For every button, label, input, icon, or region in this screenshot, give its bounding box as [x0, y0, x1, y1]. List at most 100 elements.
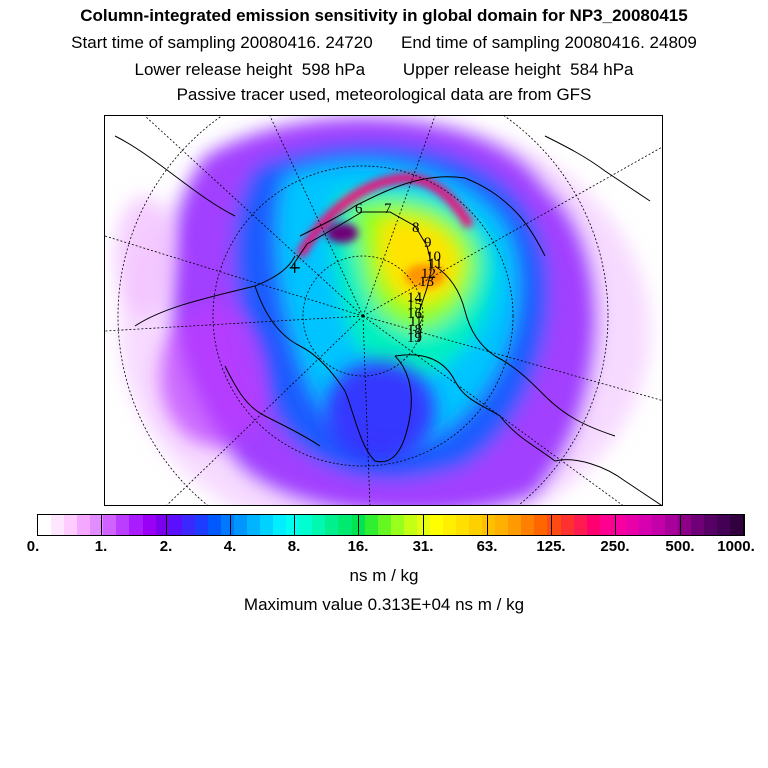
colorbar-tick-label: 8. — [287, 538, 301, 555]
colorbar-cell — [220, 515, 234, 535]
colorbar-cell — [638, 515, 652, 535]
colorbar-tick-label: 16. — [347, 538, 369, 555]
colorbar-cell — [233, 515, 247, 535]
colorbar-cell — [573, 515, 587, 535]
colorbar-tick-label: 1. — [94, 538, 108, 555]
colorbar-cell — [129, 515, 143, 535]
colorbar-cell — [38, 515, 52, 535]
colorbar-cell — [599, 515, 613, 535]
colorbar — [37, 514, 744, 536]
colorbar-cell — [586, 515, 600, 535]
colorbar-major-tick — [680, 514, 681, 536]
tracer-info-line: Passive tracer used, meteorological data… — [176, 85, 592, 104]
trajectory-label: 17 — [409, 314, 425, 330]
colorbar-cell — [403, 515, 417, 535]
colorbar-cell — [207, 515, 221, 535]
colorbar-cell — [469, 515, 483, 535]
colorbar-cell — [77, 515, 91, 535]
colorbar-cell — [612, 515, 626, 535]
maximum-value: Maximum value 0.313E+04 ns m / kg — [243, 595, 525, 614]
coastlines — [114, 135, 662, 505]
colorbar-tick-label: 63. — [476, 538, 498, 555]
trajectory-label: 10 — [426, 249, 441, 265]
trajectory: + — [288, 211, 432, 342]
colorbar-cell — [181, 515, 195, 535]
trajectory-label: 14 — [407, 290, 423, 306]
colorbar-cell — [508, 515, 522, 535]
colorbar-major-tick — [37, 514, 38, 536]
colorbar-cell — [260, 515, 274, 535]
colorbar-tick-label: 500. — [665, 538, 695, 555]
colorbar-tick-label: 2. — [159, 538, 173, 555]
colorbar-cell — [495, 515, 509, 535]
colorbar-major-tick — [358, 514, 359, 536]
colorbar-cell — [665, 515, 679, 535]
colorbar-cell — [547, 515, 561, 535]
colorbar-cell — [247, 515, 261, 535]
release-height-line: Lower release height 598 hPa Upper relea… — [134, 60, 634, 79]
colorbar-tick-label: 4. — [223, 538, 237, 555]
colorbar-cell — [103, 515, 117, 535]
colorbar-cell — [142, 515, 156, 535]
colorbar-cell — [338, 515, 352, 535]
colorbar-cell — [273, 515, 287, 535]
colorbar-cell — [482, 515, 496, 535]
trajectory-label: 7 — [384, 201, 392, 217]
colorbar-cell — [704, 515, 718, 535]
polar-map: + 6 7 8 9 10 11 12 13 14 15 16 17 18 19 — [104, 115, 663, 506]
colorbar-unit: ns m / kg — [349, 566, 419, 585]
colorbar-cell — [521, 515, 535, 535]
colorbar-tick-label: 250. — [600, 538, 630, 555]
colorbar-cell — [651, 515, 665, 535]
graticule — [105, 116, 662, 505]
colorbar-major-tick — [101, 514, 102, 536]
colorbar-cell — [456, 515, 470, 535]
colorbar-tick-label: 1000. — [717, 538, 755, 555]
colorbar-major-tick — [166, 514, 167, 536]
colorbar-cell — [534, 515, 548, 535]
colorbar-tick-label: 31. — [412, 538, 434, 555]
trajectory-label: 8 — [412, 220, 420, 236]
colorbar-cell — [116, 515, 130, 535]
colorbar-cell — [286, 515, 300, 535]
colorbar-cell — [429, 515, 443, 535]
colorbar-cell — [691, 515, 705, 535]
colorbar-major-tick — [615, 514, 616, 536]
trajectory-label: 9 — [424, 235, 432, 251]
colorbar-cell — [377, 515, 391, 535]
colorbar-tick-label: 125. — [536, 538, 566, 555]
trajectory-label: 11 — [428, 256, 442, 272]
sampling-time-line: Start time of sampling 20080416. 24720 E… — [71, 33, 697, 52]
trajectory-label: 15 — [407, 297, 422, 313]
colorbar-major-tick — [294, 514, 295, 536]
plot-title: Column-integrated emission sensitivity i… — [80, 6, 688, 25]
colorbar-cell — [325, 515, 339, 535]
trajectory-label: 16 — [407, 306, 423, 322]
colorbar-cell — [442, 515, 456, 535]
colorbar-cell — [299, 515, 313, 535]
colorbar-cell — [168, 515, 182, 535]
colorbar-cell — [51, 515, 65, 535]
colorbar-major-tick — [744, 514, 745, 536]
colorbar-major-tick — [487, 514, 488, 536]
colorbar-major-tick — [423, 514, 424, 536]
colorbar-cell — [678, 515, 692, 535]
colorbar-cell — [90, 515, 104, 535]
sensitivity-field — [115, 116, 650, 505]
colorbar-cell — [625, 515, 639, 535]
colorbar-cell — [730, 515, 744, 535]
colorbar-major-tick — [230, 514, 231, 536]
release-site-marker: + — [288, 258, 301, 277]
trajectory-label: 12 — [421, 266, 436, 282]
colorbar-cell — [155, 515, 169, 535]
colorbar-cell — [560, 515, 574, 535]
colorbar-cell — [390, 515, 404, 535]
colorbar-cell — [64, 515, 78, 535]
colorbar-cell — [717, 515, 731, 535]
trajectory-label: 6 — [355, 201, 363, 217]
colorbar-major-tick — [551, 514, 552, 536]
trajectory-label: 19 — [407, 330, 422, 346]
colorbar-tick-label: 0. — [26, 538, 40, 555]
